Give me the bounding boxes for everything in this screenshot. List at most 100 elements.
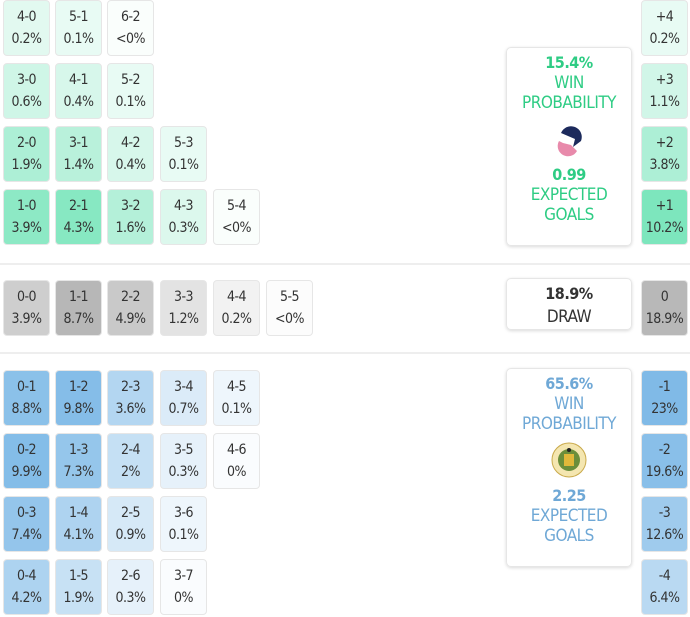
cell-probability: 4.3%: [63, 220, 95, 236]
score-cell: 4-4 0.2%: [213, 280, 260, 336]
cell-probability: 12.6%: [645, 527, 684, 543]
draw-label: DRAW: [546, 307, 592, 327]
score-cell: 3-5 0.3%: [160, 433, 207, 489]
cell-probability: 0.7%: [168, 401, 200, 417]
cell-probability: 10.2%: [645, 220, 684, 236]
cell-probability: 4.1%: [63, 527, 95, 543]
score-cell: 4-6 0%: [213, 433, 260, 489]
cell-probability: 0.9%: [115, 527, 147, 543]
score-cell: 0-3 7.4%: [3, 496, 50, 552]
score-cell: 1-0 3.9%: [3, 189, 50, 245]
cell-probability: 0.2%: [649, 31, 681, 47]
cell-probability: <0%: [115, 31, 146, 47]
cell-probability: 0.1%: [168, 527, 200, 543]
cell-score: 1-3: [68, 442, 89, 458]
draw-pct: 18.9%: [545, 284, 593, 303]
away-win-pct: 65.6%: [545, 374, 593, 393]
score-cell: 4-5 0.1%: [213, 370, 260, 426]
cell-probability: 0.1%: [115, 94, 147, 110]
cell-score: 3-0: [16, 72, 37, 88]
cell-score: 6-2: [120, 9, 141, 25]
cell-probability: 9.8%: [63, 401, 95, 417]
cell-probability: 1.9%: [11, 157, 43, 173]
cell-score: 3-7: [173, 568, 194, 584]
score-cell: 2-0 1.9%: [3, 126, 50, 182]
score-cell: 4-3 0.3%: [160, 189, 207, 245]
away-team-logo: [551, 442, 587, 478]
cell-probability: 1.9%: [63, 590, 95, 606]
home-team-logo: [551, 121, 587, 157]
cell-probability: 2%: [121, 464, 140, 480]
cell-score: 0-3: [16, 505, 37, 521]
cell-score: 4-1: [68, 72, 89, 88]
score-cell: 4-2 0.4%: [107, 126, 154, 182]
cell-score: -2: [658, 442, 671, 458]
home-summary-card: 15.4% WIN PROBABILITY 0.99 EXPECTED GOAL…: [506, 47, 632, 246]
cell-probability: 0.2%: [11, 31, 43, 47]
score-cell: 3-3 1.2%: [160, 280, 207, 336]
score-cell: 3-2 1.6%: [107, 189, 154, 245]
score-cell: 3-6 0.1%: [160, 496, 207, 552]
score-cell: 2-6 0.3%: [107, 559, 154, 615]
score-cell: 4-1 0.4%: [55, 63, 102, 119]
cell-score: 2-2: [120, 289, 141, 305]
cell-score: 5-5: [279, 289, 300, 305]
score-cell: -4 6.4%: [641, 559, 688, 615]
cell-probability: 4.9%: [115, 311, 147, 327]
cell-score: 5-1: [68, 9, 89, 25]
cell-score: 4-4: [226, 289, 247, 305]
away-win-label: WIN PROBABILITY: [521, 394, 617, 434]
cell-score: 4-2: [120, 135, 141, 151]
score-cell: -3 12.6%: [641, 496, 688, 552]
score-cell: 2-1 4.3%: [55, 189, 102, 245]
score-cell: +1 10.2%: [641, 189, 688, 245]
away-xg-label: EXPECTED GOALS: [530, 506, 608, 546]
score-cell: 0-0 3.9%: [3, 280, 50, 336]
cell-score: 5-2: [120, 72, 141, 88]
score-cell: 3-4 0.7%: [160, 370, 207, 426]
home-win-label: WIN PROBABILITY: [521, 73, 617, 113]
cell-score: 3-5: [173, 442, 194, 458]
cell-probability: 0.6%: [11, 94, 43, 110]
cell-score: 4-0: [16, 9, 37, 25]
cell-probability: 0.3%: [168, 464, 200, 480]
score-cell: -1 23%: [641, 370, 688, 426]
cell-score: 4-5: [226, 379, 247, 395]
cell-probability: 0.3%: [115, 590, 147, 606]
cell-score: +2: [655, 135, 674, 151]
cell-score: 3-2: [120, 198, 141, 214]
cell-score: 0-4: [16, 568, 37, 584]
score-cell: -2 19.6%: [641, 433, 688, 489]
home-win-pct: 15.4%: [545, 53, 593, 72]
cell-probability: 7.4%: [11, 527, 43, 543]
score-cell: 0-4 4.2%: [3, 559, 50, 615]
score-cell: +4 0.2%: [641, 0, 688, 56]
cell-score: 0-2: [16, 442, 37, 458]
divider: [0, 263, 690, 265]
cell-score: 1-2: [68, 379, 89, 395]
score-cell: 3-0 0.6%: [3, 63, 50, 119]
score-cell: 1-1 8.7%: [55, 280, 102, 336]
cell-score: 2-3: [120, 379, 141, 395]
cell-score: 3-3: [173, 289, 194, 305]
score-cell: 5-2 0.1%: [107, 63, 154, 119]
cell-score: -3: [658, 505, 671, 521]
cell-score: 2-0: [16, 135, 37, 151]
score-cell: 2-5 0.9%: [107, 496, 154, 552]
away-summary-card: 65.6% WIN PROBABILITY 2.25 EXPECTED GOAL…: [506, 368, 632, 567]
score-cell: 0-2 9.9%: [3, 433, 50, 489]
cell-score: +3: [655, 72, 674, 88]
cell-probability: <0%: [274, 311, 305, 327]
score-cell: 3-7 0%: [160, 559, 207, 615]
home-xg: 0.99: [552, 165, 586, 184]
score-cell: 0-1 8.8%: [3, 370, 50, 426]
cell-score: +1: [655, 198, 674, 214]
cell-score: 2-5: [120, 505, 141, 521]
cell-score: 3-6: [173, 505, 194, 521]
score-cell: 1-5 1.9%: [55, 559, 102, 615]
cell-score: 4-3: [173, 198, 194, 214]
score-cell: 5-5 <0%: [266, 280, 313, 336]
score-cell: 2-4 2%: [107, 433, 154, 489]
cell-score: 0-1: [16, 379, 37, 395]
cell-probability: 1.1%: [649, 94, 681, 110]
